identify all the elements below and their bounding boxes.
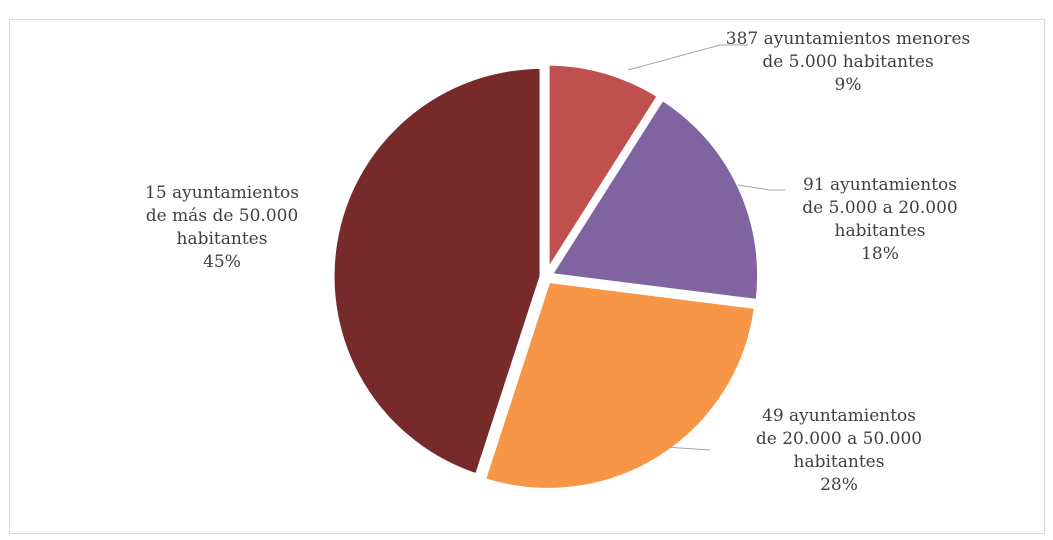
slice-percent: 9% [835, 75, 862, 95]
chart-frame: 387 ayuntamientos menores de 5.000 habita… [9, 19, 1045, 534]
pie-chart: 387 ayuntamientos menores de 5.000 habita… [145, 29, 970, 495]
pie-slices [329, 60, 763, 493]
leader-line-1 [627, 44, 748, 71]
slice-label-2: 91 ayuntamientos de 5.000 a 20.000 habitan… [802, 175, 957, 264]
slice-label-line: 15 ayuntamientos [145, 183, 299, 203]
slice-label-4: 15 ayuntamientos de más de 50.000 habitant… [145, 183, 299, 272]
pie-slice-4 [329, 63, 545, 479]
slice-percent: 45% [203, 252, 241, 272]
slice-label-line: habitantes [177, 229, 268, 249]
leader-lines [627, 44, 785, 451]
slice-label-line: habitantes [835, 221, 926, 241]
slice-label-line: de 5.000 a 20.000 [802, 198, 957, 218]
pie-slice-3 [480, 277, 759, 493]
pie-slice-2 [547, 95, 763, 305]
slice-label-3: 49 ayuntamientos de 20.000 a 50.000 habita… [756, 406, 922, 495]
leader-line-2 [737, 184, 785, 191]
slice-label-line: 49 ayuntamientos [762, 406, 916, 426]
slice-labels: 387 ayuntamientos menores de 5.000 habita… [145, 29, 970, 495]
slice-label-line: 387 ayuntamientos menores [726, 29, 971, 49]
slice-label-line: de 5.000 habitantes [762, 52, 933, 72]
pie-slice-1 [544, 60, 663, 276]
slice-label-line: 91 ayuntamientos [803, 175, 957, 195]
slice-label-line: habitantes [794, 452, 885, 472]
slice-label-line: de más de 50.000 [146, 206, 299, 226]
slice-percent: 18% [861, 244, 899, 264]
slice-label-1: 387 ayuntamientos menores de 5.000 habita… [726, 29, 971, 95]
slice-label-line: de 20.000 a 50.000 [756, 429, 922, 449]
leader-line-3 [664, 446, 711, 451]
slice-percent: 28% [820, 475, 858, 495]
